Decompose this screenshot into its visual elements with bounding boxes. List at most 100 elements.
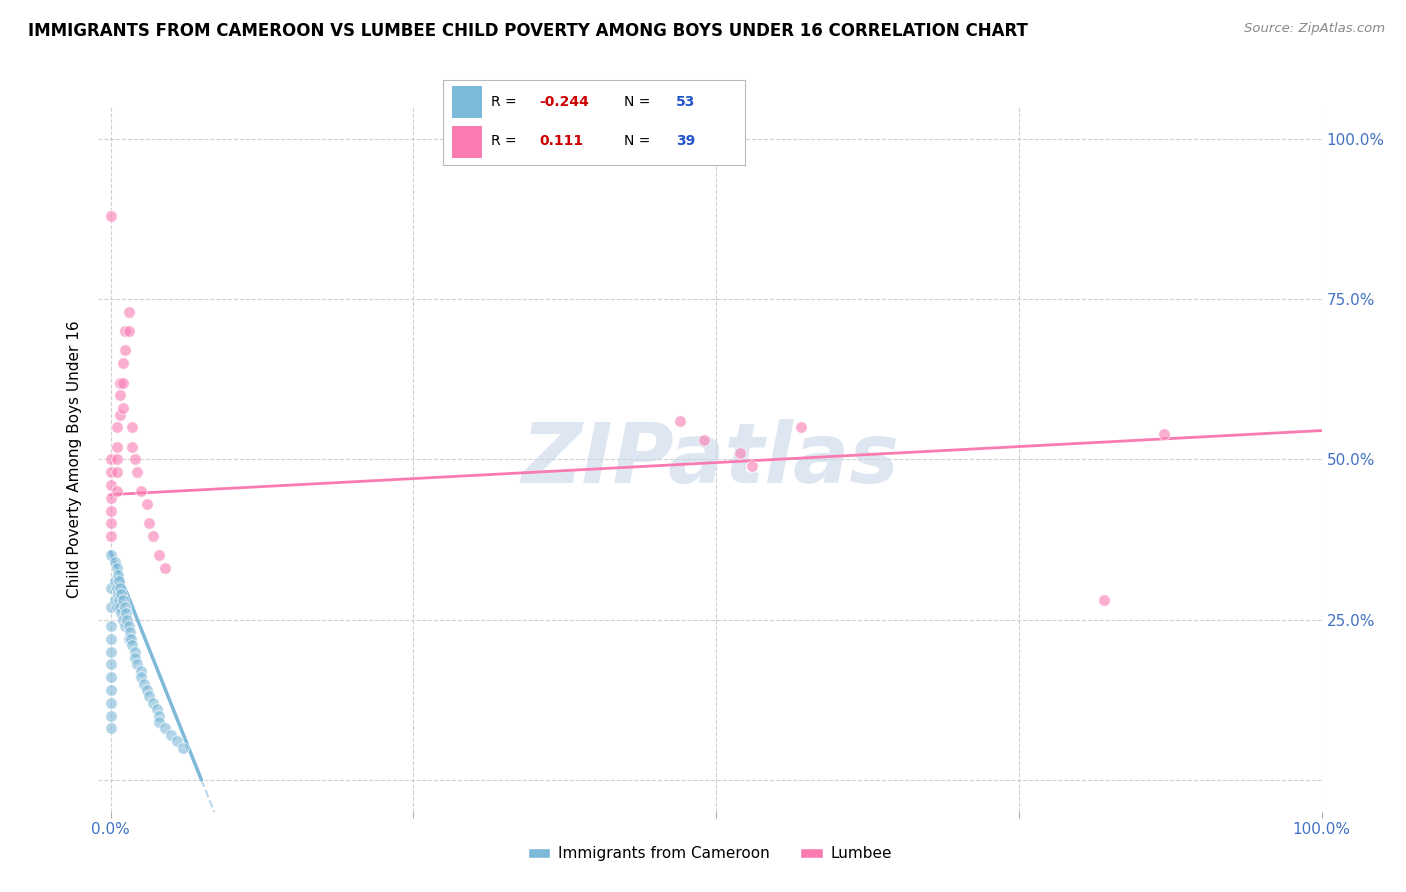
Point bbox=[105, 420, 128, 434]
Text: 53: 53 bbox=[676, 95, 695, 110]
Point bbox=[100, 632, 122, 646]
Point bbox=[111, 401, 134, 416]
Point bbox=[135, 497, 157, 511]
Text: N =: N = bbox=[624, 95, 655, 110]
Point bbox=[115, 606, 138, 620]
Point bbox=[110, 581, 132, 595]
Point bbox=[124, 651, 146, 665]
Text: R =: R = bbox=[491, 135, 522, 148]
Point bbox=[104, 574, 127, 588]
Text: IMMIGRANTS FROM CAMEROON VS LUMBEE CHILD POVERTY AMONG BOYS UNDER 16 CORRELATION: IMMIGRANTS FROM CAMEROON VS LUMBEE CHILD… bbox=[28, 22, 1028, 40]
Point bbox=[110, 587, 132, 601]
Point bbox=[114, 599, 136, 614]
Point bbox=[105, 452, 128, 467]
Point bbox=[110, 408, 132, 422]
Point bbox=[148, 708, 170, 723]
Y-axis label: Child Poverty Among Boys Under 16: Child Poverty Among Boys Under 16 bbox=[67, 320, 83, 599]
Point bbox=[142, 696, 165, 710]
Point bbox=[114, 324, 136, 338]
Point bbox=[100, 452, 122, 467]
Point bbox=[124, 644, 146, 658]
Text: R =: R = bbox=[491, 95, 522, 110]
Point bbox=[153, 561, 176, 575]
Point bbox=[117, 613, 139, 627]
Point bbox=[145, 702, 167, 716]
Point bbox=[129, 670, 152, 684]
Text: 0.111: 0.111 bbox=[540, 135, 583, 148]
Point bbox=[100, 503, 122, 517]
Point bbox=[111, 356, 134, 370]
Point bbox=[100, 657, 122, 672]
Point bbox=[105, 484, 128, 499]
Point bbox=[148, 549, 170, 563]
Point bbox=[111, 593, 134, 607]
Point bbox=[118, 619, 141, 633]
Point bbox=[100, 581, 122, 595]
Point bbox=[100, 478, 122, 492]
Point bbox=[121, 638, 143, 652]
Bar bbox=[451, 126, 482, 158]
Point bbox=[100, 683, 122, 698]
Point bbox=[790, 420, 813, 434]
Point bbox=[100, 696, 122, 710]
Point bbox=[120, 632, 142, 646]
Point bbox=[172, 740, 194, 755]
Point bbox=[668, 414, 690, 428]
Text: Source: ZipAtlas.com: Source: ZipAtlas.com bbox=[1244, 22, 1385, 36]
Point bbox=[100, 209, 122, 223]
Text: N =: N = bbox=[624, 135, 655, 148]
Point bbox=[108, 574, 131, 588]
Text: ZIPatlas: ZIPatlas bbox=[522, 419, 898, 500]
Point bbox=[118, 324, 141, 338]
Point bbox=[100, 708, 122, 723]
Point bbox=[142, 529, 165, 543]
Point bbox=[121, 440, 143, 454]
Point bbox=[118, 632, 141, 646]
Text: -0.244: -0.244 bbox=[540, 95, 589, 110]
Point bbox=[1092, 593, 1115, 607]
Point bbox=[693, 433, 716, 447]
Point bbox=[110, 606, 132, 620]
Point bbox=[100, 516, 122, 531]
Point bbox=[730, 446, 752, 460]
Point bbox=[134, 676, 156, 690]
Point bbox=[105, 581, 128, 595]
Point bbox=[100, 491, 122, 505]
Point bbox=[100, 619, 122, 633]
Point bbox=[124, 452, 146, 467]
Point bbox=[741, 458, 763, 473]
Text: 39: 39 bbox=[676, 135, 695, 148]
Point bbox=[114, 343, 136, 358]
Point bbox=[153, 722, 176, 736]
Point bbox=[111, 613, 134, 627]
Point bbox=[118, 625, 141, 640]
Point bbox=[104, 593, 127, 607]
Point bbox=[127, 657, 149, 672]
Point bbox=[104, 555, 127, 569]
Point bbox=[138, 690, 160, 704]
Point bbox=[129, 484, 152, 499]
Point bbox=[129, 664, 152, 678]
Point bbox=[110, 599, 132, 614]
Point bbox=[148, 714, 170, 729]
Point bbox=[135, 683, 157, 698]
Point bbox=[100, 670, 122, 684]
Bar bbox=[451, 87, 482, 119]
Point bbox=[114, 619, 136, 633]
Point bbox=[100, 465, 122, 479]
Point bbox=[138, 516, 160, 531]
Point bbox=[108, 593, 131, 607]
Point bbox=[118, 305, 141, 319]
Point bbox=[105, 561, 128, 575]
Point bbox=[105, 440, 128, 454]
Point bbox=[107, 567, 129, 582]
Point bbox=[100, 644, 122, 658]
Point bbox=[100, 549, 122, 563]
Point bbox=[110, 376, 132, 390]
Point bbox=[107, 587, 129, 601]
Point bbox=[100, 529, 122, 543]
Point bbox=[166, 734, 188, 748]
Point bbox=[100, 599, 122, 614]
Point bbox=[100, 722, 122, 736]
Point bbox=[110, 388, 132, 402]
